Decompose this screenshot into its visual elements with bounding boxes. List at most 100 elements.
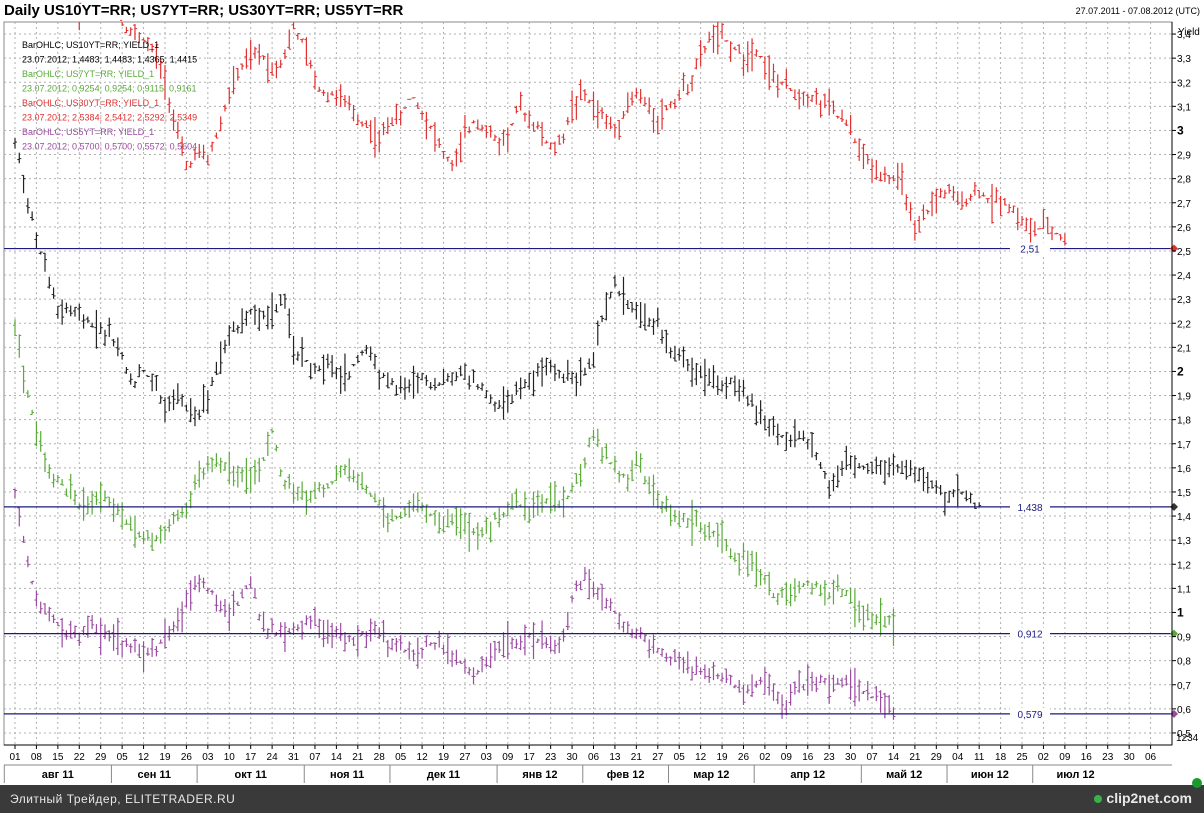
- legend-entry: 23.07.2012; 0,5700; 0,5700; 0,5572; 0,56…: [22, 142, 197, 152]
- x-tick-label: 08: [31, 752, 43, 763]
- x-tick-label: 30: [845, 752, 857, 763]
- y-tick-label: 1,8: [1177, 416, 1191, 427]
- x-tick-label: 03: [202, 752, 214, 763]
- x-tick-label: 22: [74, 752, 86, 763]
- x-tick-label: 10: [224, 752, 236, 763]
- y-tick-label: 3,4: [1177, 30, 1191, 41]
- x-month-label: июл 12: [1056, 769, 1094, 781]
- y-tick-label: 2,6: [1177, 223, 1191, 234]
- y-tick-label: 1: [1177, 605, 1184, 619]
- y-tick-label: 3,2: [1177, 78, 1191, 89]
- x-month-label: июн 12: [971, 769, 1009, 781]
- x-month-label: ноя 11: [330, 769, 364, 781]
- y-tick-label: 0,7: [1177, 681, 1191, 692]
- x-tick-label: 09: [1059, 752, 1071, 763]
- x-tick-label: 11: [974, 752, 985, 763]
- reference-label: 0,912: [1017, 630, 1042, 641]
- x-month-label: дек 11: [427, 769, 460, 781]
- y-tick-label: 2,5: [1177, 247, 1191, 258]
- y-tick-label: 2,8: [1177, 175, 1191, 186]
- x-tick-label: 19: [716, 752, 728, 763]
- y-tick-label: 3: [1177, 123, 1184, 137]
- x-tick-label: 16: [802, 752, 814, 763]
- series-us10ytrr: [13, 138, 982, 516]
- x-tick-label: 18: [995, 752, 1007, 763]
- legend-entry: 23.07.2012; 1,4483; 1,4483; 1,4365; 1,44…: [22, 55, 197, 65]
- legend-entry: BarOHLC; US10YT=RR; YIELD_1: [22, 40, 159, 50]
- x-tick-label: 19: [438, 752, 450, 763]
- x-month-label: апр 12: [790, 769, 825, 781]
- y-tick-label: 2,9: [1177, 151, 1191, 162]
- x-tick-label: 17: [524, 752, 536, 763]
- ohlc-bars: [13, 2, 1067, 720]
- legend-entry: BarOHLC; US5YT=RR; YIELD_1: [22, 127, 154, 137]
- y-tick-label: 2,2: [1177, 319, 1191, 330]
- x-tick-label: 03: [481, 752, 493, 763]
- x-tick-label: 27: [652, 752, 664, 763]
- x-tick-label: 07: [866, 752, 878, 763]
- x-month-label: авг 11: [42, 769, 74, 781]
- x-tick-label: 23: [545, 752, 557, 763]
- x-tick-label: 02: [759, 752, 771, 763]
- x-tick-label: 23: [1102, 752, 1114, 763]
- x-tick-label: 29: [95, 752, 107, 763]
- x-tick-label: 23: [824, 752, 836, 763]
- reference-label-bg: [1010, 242, 1050, 255]
- x-tick-label: 28: [374, 752, 386, 763]
- x-tick-label: 13: [609, 752, 621, 763]
- x-tick-label: 31: [288, 752, 300, 763]
- x-tick-label: 12: [417, 752, 429, 763]
- status-dot-icon: [1192, 778, 1202, 788]
- x-tick-label: 14: [888, 752, 900, 763]
- y-tick-label: 2,7: [1177, 199, 1191, 210]
- y-tick-label: 1,5: [1177, 488, 1191, 499]
- x-tick-label: 14: [331, 752, 343, 763]
- y-tick-label: 2,4: [1177, 271, 1191, 282]
- x-month-label: май 12: [886, 769, 922, 781]
- logo-text: clip2net.com: [1106, 790, 1192, 806]
- footer-bar: Элитный Трейдер, ELITETRADER.RU clip2net…: [0, 785, 1204, 813]
- x-tick-label: 15: [52, 752, 64, 763]
- y-tick-label: 0,9: [1177, 633, 1191, 644]
- x-tick-label: 01: [9, 752, 21, 763]
- x-tick-label: 17: [245, 752, 257, 763]
- legend-entry: BarOHLC; US7YT=RR; YIELD_1: [22, 69, 154, 79]
- y-axis-label: Yield: [1178, 27, 1200, 38]
- x-tick-label: 05: [674, 752, 686, 763]
- x-month-label: фев 12: [607, 769, 645, 781]
- x-tick-label: 16: [1081, 752, 1093, 763]
- x-tick-label: 21: [909, 752, 921, 763]
- reference-label-bg: [1010, 500, 1050, 513]
- legend-entry: 23.07.2012; 2,5384; 2,5412; 2,5292; 2,53…: [22, 113, 197, 123]
- chart-title: Daily US10YT=RR; US7YT=RR; US30YT=RR; US…: [4, 2, 403, 19]
- reference-label: 1,438: [1017, 503, 1042, 514]
- y-tick-label: 1,3: [1177, 536, 1191, 547]
- y-tick-label: 1,6: [1177, 464, 1191, 475]
- y-tick-label: 0,6: [1177, 705, 1191, 716]
- x-tick-label: 19: [159, 752, 171, 763]
- x-tick-label: 05: [117, 752, 129, 763]
- y-axis: Yield 3,4 3,3 3,2 3,1 3 2,9 2,8 2,7 2,6 2,5 2,4 2,3…: [1171, 22, 1200, 745]
- series-us30ytrr: [78, 2, 1067, 246]
- x-tick-label: 04: [952, 752, 964, 763]
- x-tick-label: 05: [395, 752, 407, 763]
- y-tick-label: 1,9: [1177, 392, 1191, 403]
- gridlines: [3, 21, 1173, 746]
- x-tick-label: 30: [1124, 752, 1136, 763]
- logo-dot-icon: [1094, 795, 1103, 804]
- x-tick-label: 26: [738, 752, 750, 763]
- x-month-label: мар 12: [693, 769, 729, 781]
- y-tick-label: 0,8: [1177, 657, 1191, 668]
- yield-chart: Daily US10YT=RR; US7YT=RR; US30YT=RR; US…: [3, 2, 1200, 783]
- x-tick-label: 06: [588, 752, 600, 763]
- date-range: 27.07.2011 - 07.08.2012 (UTC): [1076, 6, 1200, 16]
- footer-site-text: Элитный Трейдер, ELITETRADER.RU: [10, 792, 236, 806]
- legend-entry: BarOHLC; US30YT=RR; YIELD_1: [22, 98, 159, 108]
- reference-label-bg: [1010, 707, 1050, 720]
- clip2net-logo: clip2net.com: [1094, 790, 1192, 806]
- y-tick-label: 1,4: [1177, 512, 1191, 523]
- legend-entry: 23.07.2012; 0,9254; 0,9254; 0,9115; 0,91…: [22, 84, 197, 94]
- x-month-label: сен 11: [137, 769, 171, 781]
- y-tick-label: 0,5: [1177, 729, 1191, 740]
- x-tick-label: 25: [1016, 752, 1028, 763]
